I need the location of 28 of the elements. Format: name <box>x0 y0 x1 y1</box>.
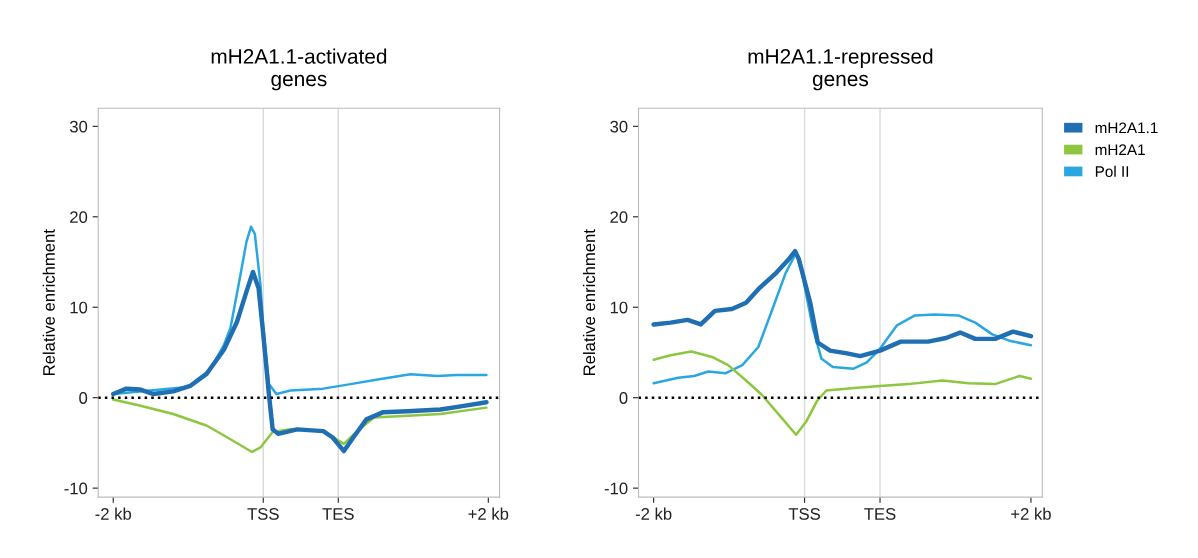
x-tick-label: TSS <box>788 508 820 520</box>
y-tick-label: 20 <box>610 211 628 223</box>
line-series <box>651 248 1034 359</box>
y-tick-label: 30 <box>69 120 88 133</box>
line-series <box>111 269 489 454</box>
y-tick-label: 10 <box>70 301 88 314</box>
y-axis-title: Relative enrichment <box>42 229 55 375</box>
y-tick-label: 20 <box>70 211 88 223</box>
chart-title: mH2A1.1-repressed genes <box>748 48 933 91</box>
y-tick-label: -10 <box>64 482 88 495</box>
x-tick-label: +2 kb <box>468 507 509 520</box>
y-axis-title: Relative enrichment <box>582 229 596 375</box>
y-tick-label: -10 <box>604 482 628 495</box>
x-tick-label: TSS <box>247 508 279 520</box>
legend-label: mH2A1 <box>1095 144 1145 155</box>
legend-label: mH2A1.1 <box>1095 122 1158 134</box>
x-tick-label: TES <box>864 508 896 520</box>
y-tick-label: 30 <box>610 120 628 133</box>
y-tick-label: 0 <box>79 392 88 404</box>
line-series <box>652 350 1033 437</box>
y-tick-label: 0 <box>619 392 628 404</box>
legend-label: Pol II <box>1095 165 1129 177</box>
x-tick-label: TES <box>322 508 354 520</box>
chart-title: mH2A1.1-activated genes <box>211 48 387 91</box>
y-tick-label: 10 <box>610 301 628 314</box>
x-tick-label: -2 kb <box>95 507 132 520</box>
x-tick-label: +2 kb <box>1011 507 1051 520</box>
x-tick-label: -2 kb <box>635 507 672 520</box>
